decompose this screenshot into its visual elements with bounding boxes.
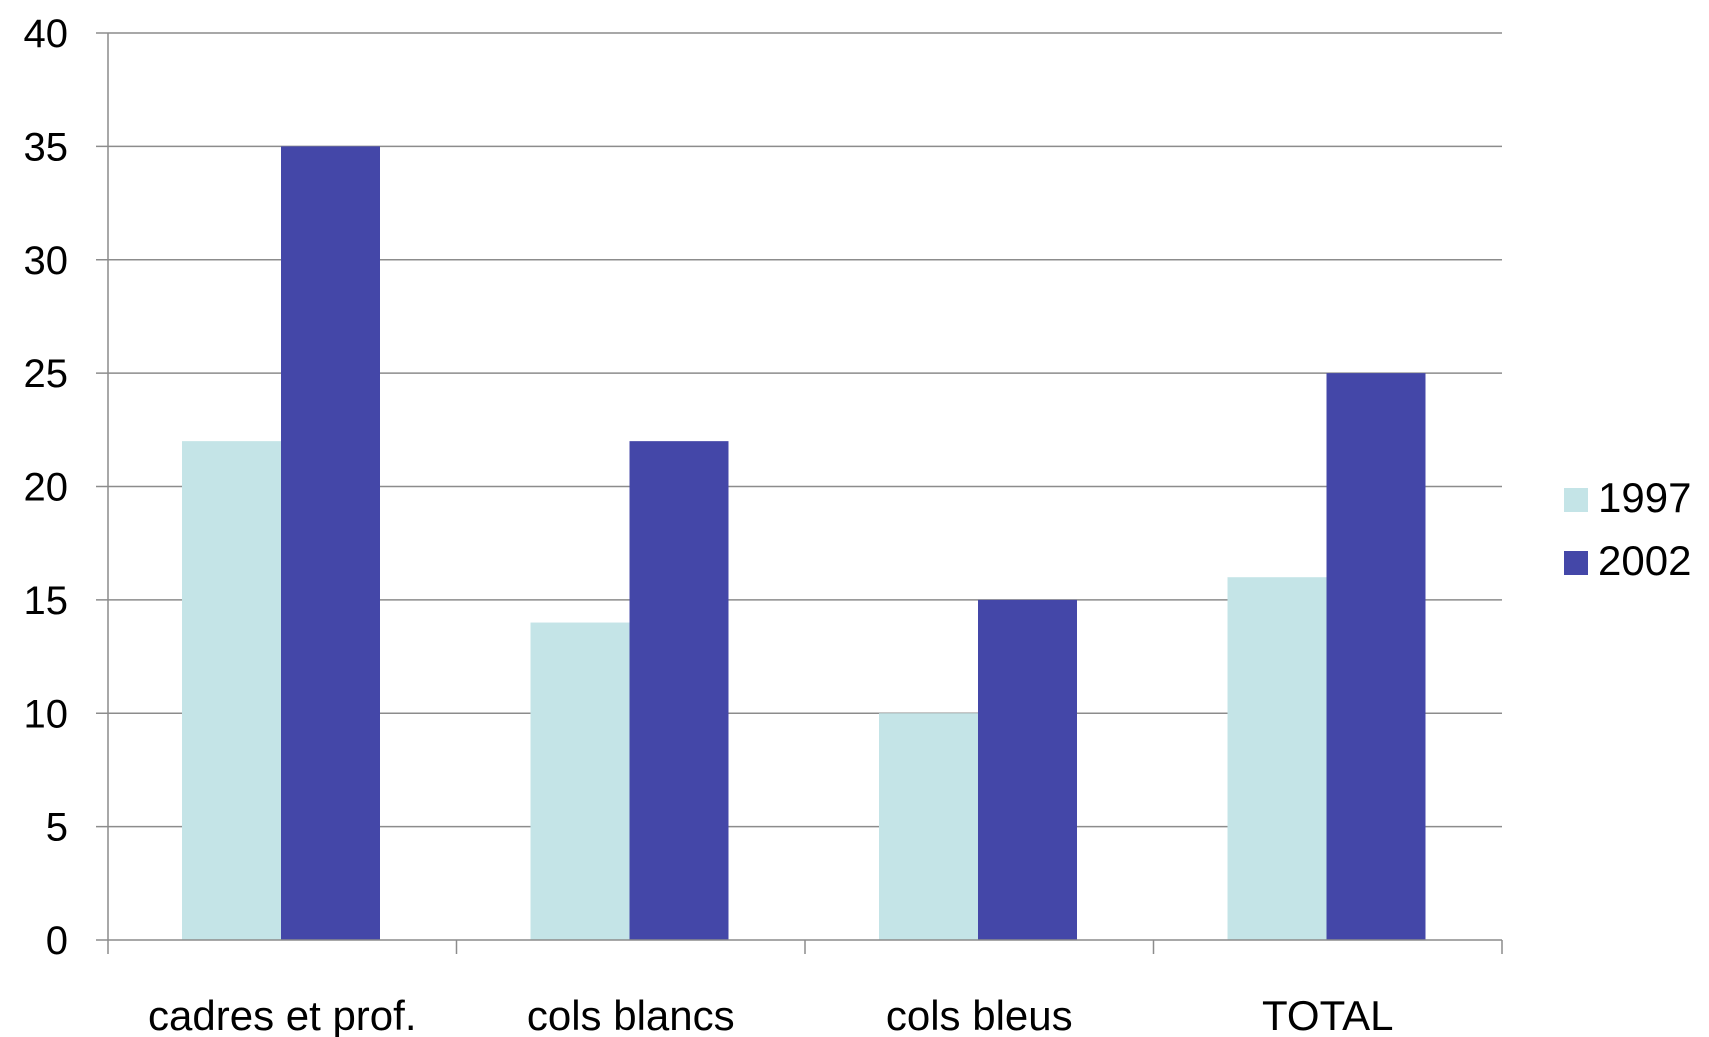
x-tick-label: TOTAL [1262, 992, 1393, 1037]
legend: 1997 2002 [1564, 474, 1691, 584]
y-tick-label: 0 [46, 919, 68, 963]
y-tick-label: 40 [24, 12, 69, 56]
bar-1997-0 [182, 441, 281, 940]
bar-2002-2 [978, 599, 1077, 940]
bar-2002-1 [629, 441, 729, 940]
y-tick-label: 15 [24, 579, 69, 623]
bar-2002-0 [281, 146, 380, 940]
bar-1997-1 [530, 622, 630, 940]
x-tick-labels: cadres et prof. cols blancs cols bleus TOTA… [148, 992, 1393, 1037]
y-tick-label: 5 [46, 806, 68, 850]
y-tick-labels: 0 5 10 15 20 25 30 35 40 [24, 12, 69, 963]
y-tick-label: 20 [24, 466, 69, 510]
legend-swatch-2002 [1564, 551, 1588, 575]
bar-2002-3 [1326, 373, 1426, 940]
legend-label-1997: 1997 [1598, 474, 1691, 521]
y-tick-label: 25 [24, 352, 69, 396]
axes [96, 32, 1503, 954]
y-tick-label: 10 [24, 692, 69, 736]
legend-label-2002: 2002 [1598, 537, 1691, 584]
x-tick-label: cols blancs [527, 992, 735, 1037]
legend-swatch-1997 [1564, 488, 1588, 512]
y-tick-label: 35 [24, 125, 69, 169]
x-tick-label: cadres et prof. [148, 992, 416, 1037]
bars [182, 146, 1426, 940]
bar-1997-2 [879, 713, 978, 940]
x-tick-label: cols bleus [886, 992, 1073, 1037]
bar-1997-3 [1227, 577, 1327, 940]
y-tick-label: 30 [24, 239, 69, 283]
